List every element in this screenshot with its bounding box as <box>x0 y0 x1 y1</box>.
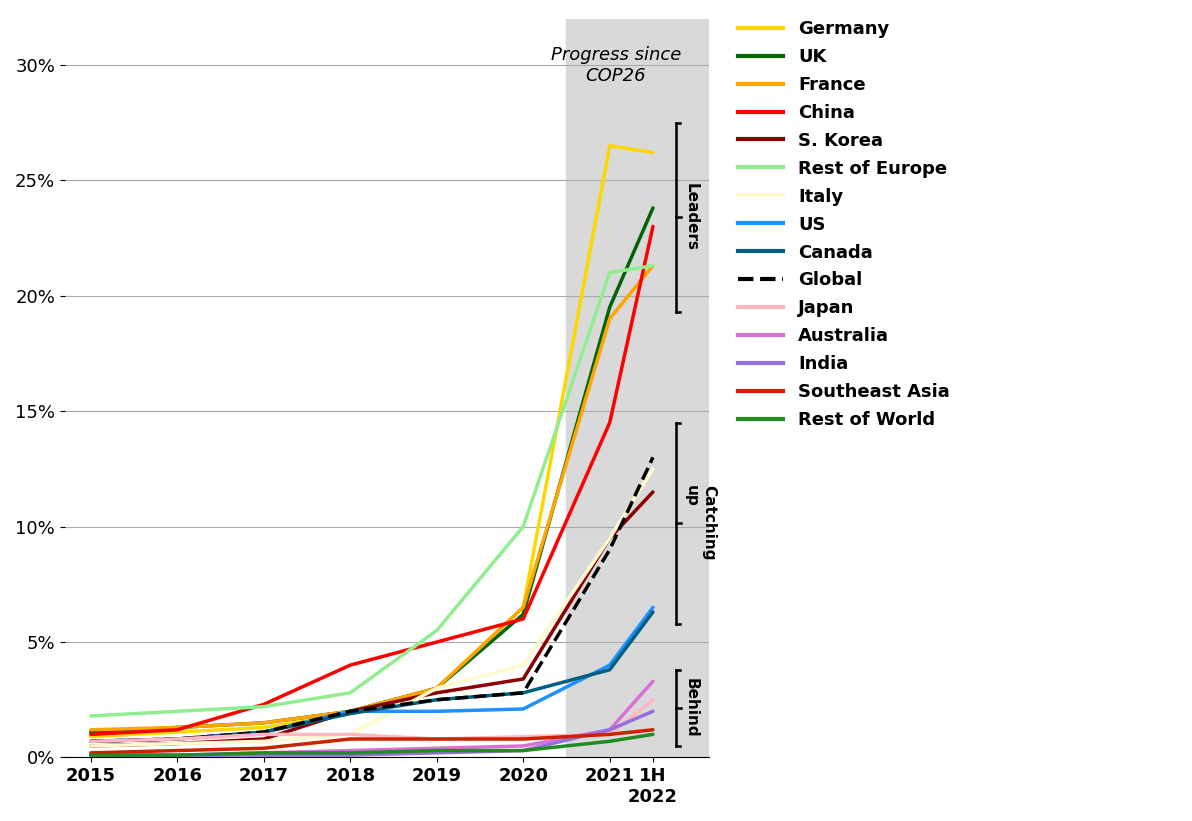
Text: Leaders: Leaders <box>684 183 699 251</box>
Text: Catching
up: Catching up <box>684 485 716 561</box>
Text: Progress since
COP26: Progress since COP26 <box>551 46 681 85</box>
Bar <box>566 19 709 758</box>
Text: Behind: Behind <box>684 678 699 737</box>
Legend: Germany, UK, France, China, S. Korea, Rest of Europe, Italy, US, Canada, Global,: Germany, UK, France, China, S. Korea, Re… <box>731 13 957 436</box>
